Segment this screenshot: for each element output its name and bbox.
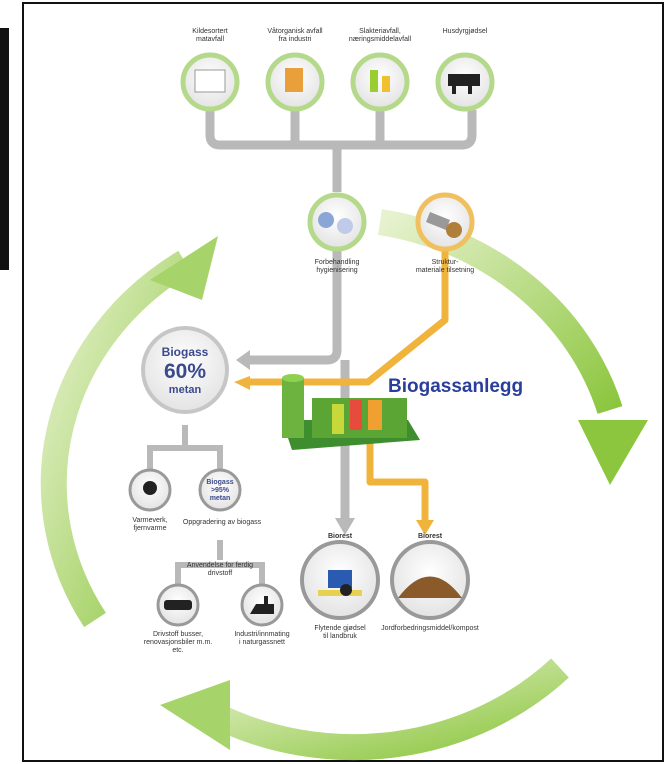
- digestate-label: Jordforbedringsmiddel/kompost: [381, 625, 479, 632]
- input-label: næringsmiddelavfall: [349, 36, 412, 43]
- arrow-head: [416, 520, 434, 535]
- applications-title: drivstoff: [208, 570, 232, 577]
- input-circles: [180, 52, 495, 112]
- use-label: Varmeverk,: [132, 517, 167, 524]
- plant-label: Biogassanlegg: [388, 376, 523, 397]
- digestate-title: Biorest: [418, 533, 443, 540]
- arrow-head: [578, 420, 648, 485]
- input-label: matavfall: [196, 36, 224, 43]
- biogas-unit: metan: [169, 384, 202, 396]
- arrow-head: [160, 680, 230, 750]
- side-bar: [0, 28, 9, 270]
- process-label: materiale tilsetning: [416, 267, 474, 274]
- input-label: fra industri: [279, 36, 312, 43]
- biogas-circle: [141, 326, 229, 414]
- upgraded-unit: metan: [210, 495, 231, 502]
- process-label: hygienisering: [316, 267, 357, 274]
- application-label: i naturgassnett: [239, 639, 285, 646]
- upgraded-label: Biogass: [206, 479, 233, 486]
- digestate-title: Biorest: [328, 533, 353, 540]
- application-label: renovasjonsbiler m.m.: [144, 639, 213, 646]
- arrow-head: [335, 518, 355, 535]
- application-label: Drivstoff busser,: [153, 631, 203, 638]
- biogas-label: Biogass: [162, 345, 209, 359]
- arrow-head: [234, 376, 250, 390]
- process-label: Forbehandling: [315, 259, 360, 266]
- application-label: etc.: [172, 647, 183, 654]
- input-label: Kildesortert: [192, 28, 227, 35]
- input-label: Slakteriavfall,: [359, 28, 401, 35]
- process-label: Struktur-: [432, 259, 460, 266]
- arrow-head: [236, 350, 250, 370]
- digestate-label: til landbruk: [323, 633, 357, 640]
- use-label: fjernvarme: [133, 525, 166, 532]
- use-circles: [128, 468, 284, 627]
- applications-title: Anvendelse for ferdig: [187, 562, 253, 569]
- use-label: Oppgradering av biogass: [183, 519, 262, 526]
- application-label: Industri/innmating: [234, 631, 289, 638]
- input-label: Våtorganisk avfall: [267, 27, 323, 35]
- biogas-percent: 60%: [164, 360, 206, 383]
- digestate-circles: [300, 540, 470, 620]
- process-circles: [307, 192, 475, 252]
- input-label: Husdyrgjødsel: [443, 28, 488, 35]
- upgraded-percent: >95%: [211, 487, 230, 494]
- arrow-head: [150, 236, 218, 300]
- pipes: [147, 425, 265, 585]
- digestate-label: Flytende gjødsel: [314, 625, 366, 632]
- plant-icon: [282, 374, 420, 450]
- pipes: [250, 250, 449, 522]
